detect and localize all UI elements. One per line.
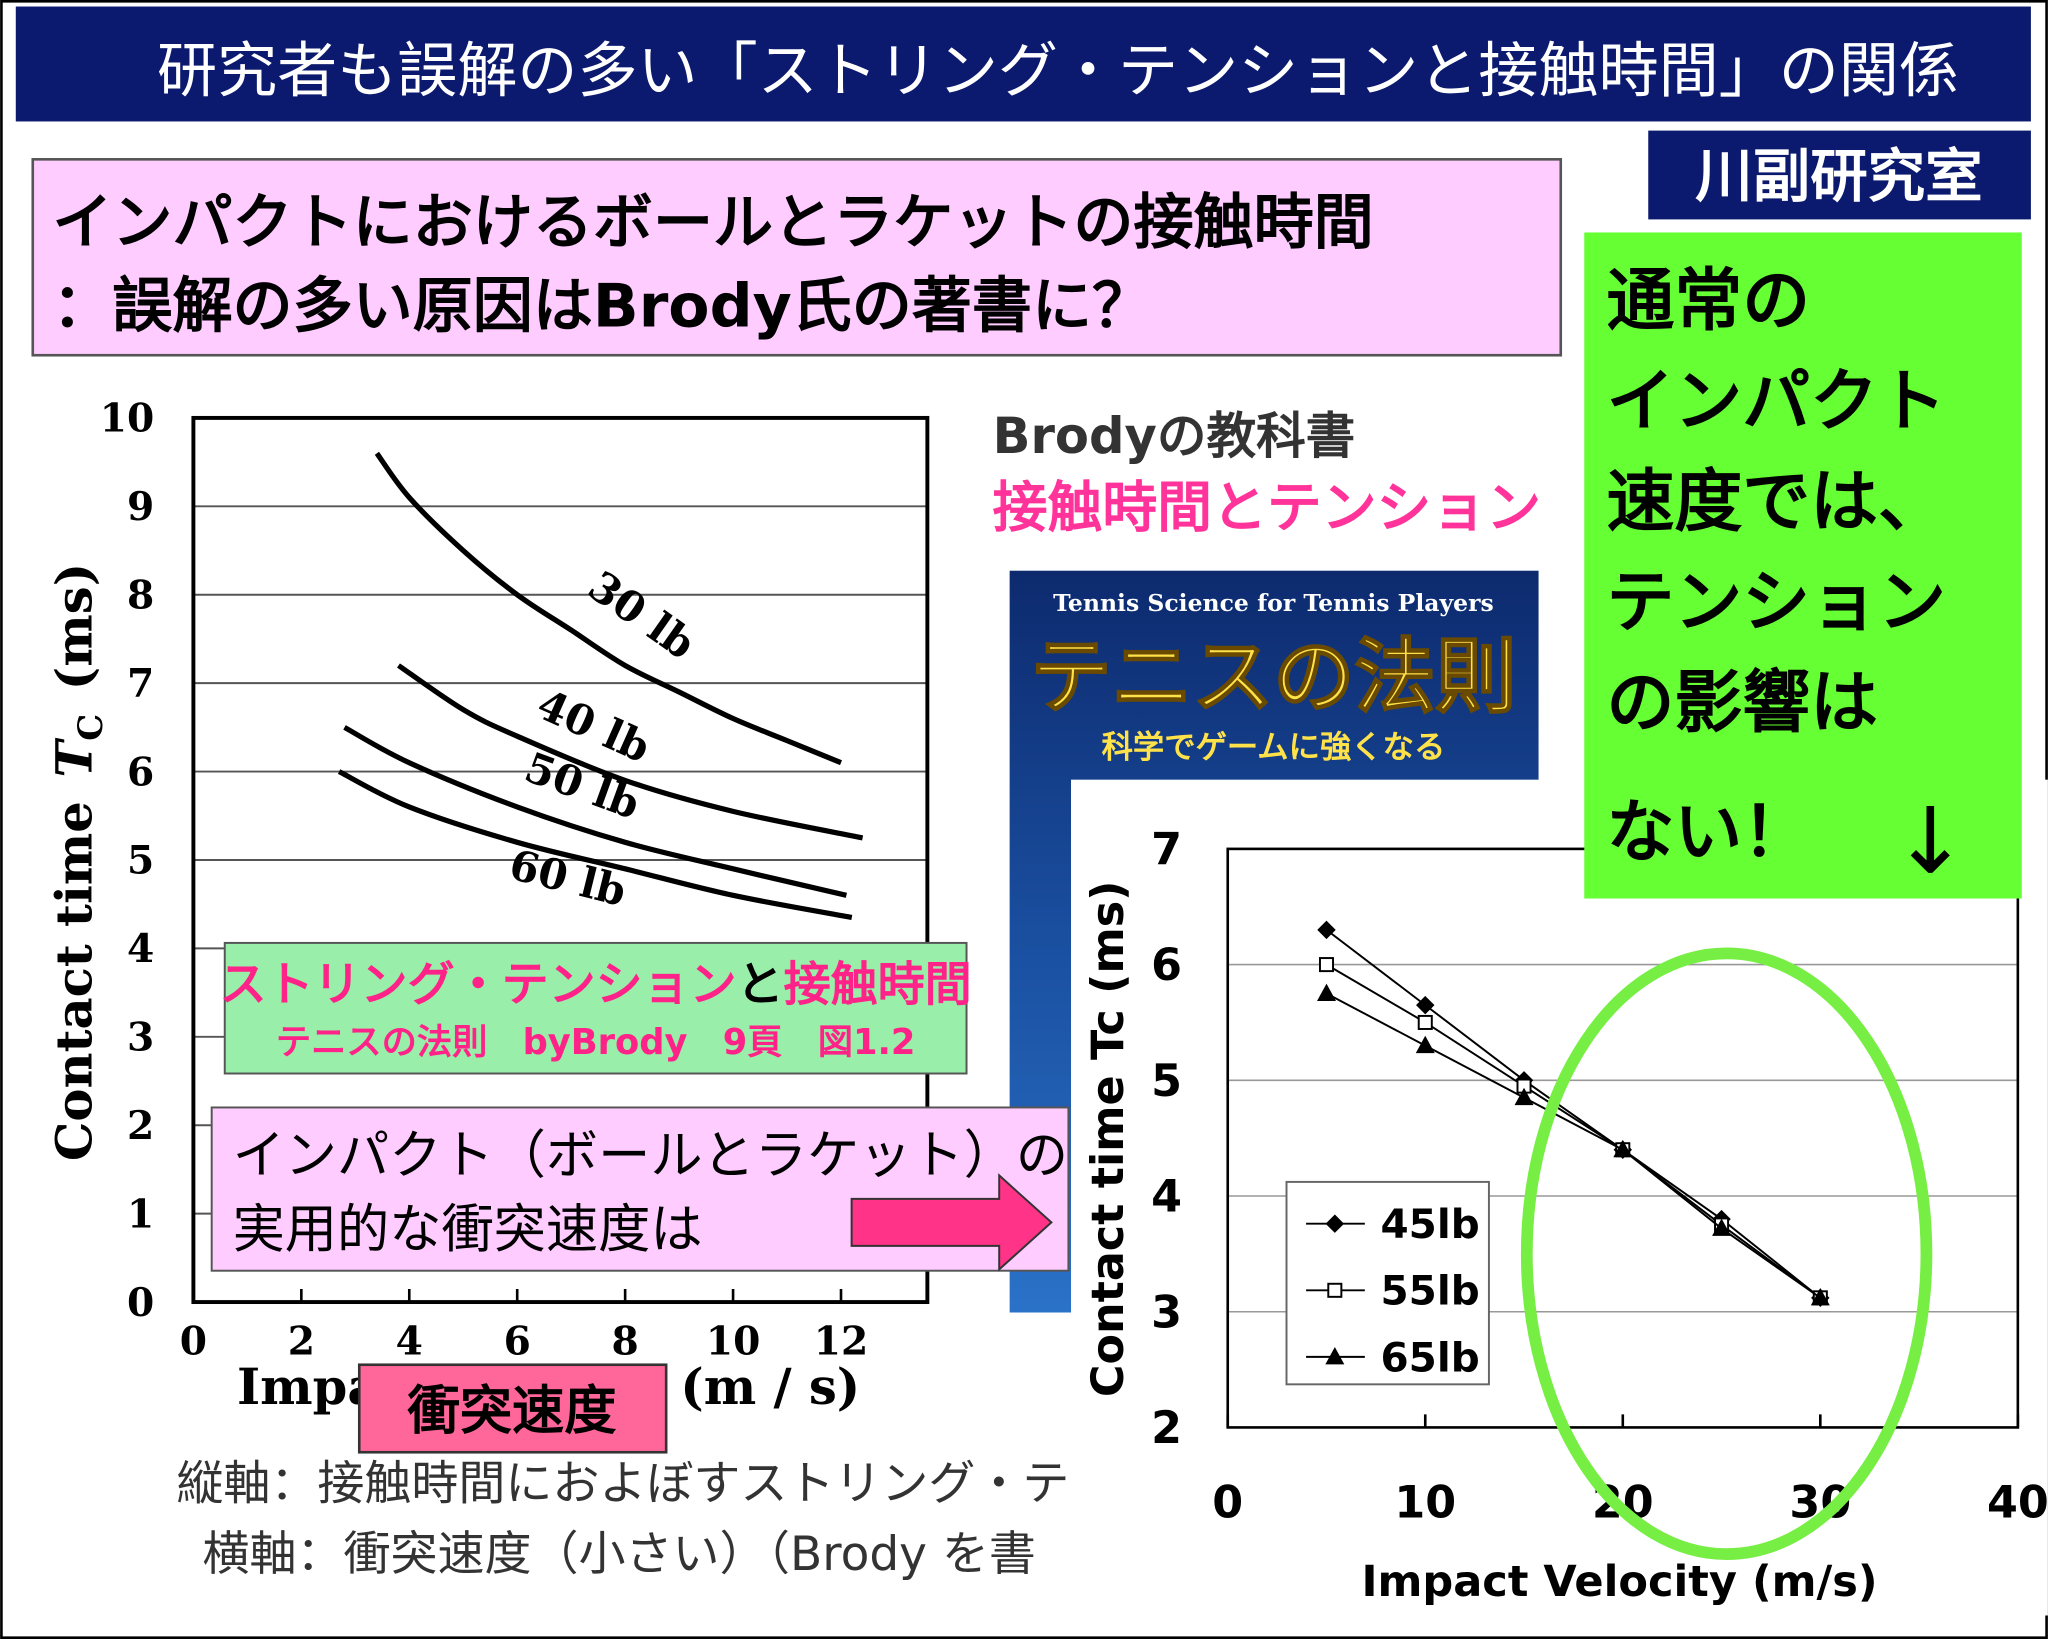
caption-title: ストリング・テンションと接触時間	[220, 957, 972, 1012]
marker	[1325, 1214, 1345, 1233]
y-tick-label: 10	[100, 396, 155, 442]
y-tick-label: 4	[1151, 1172, 1182, 1223]
y-axis-label-part: Contact time	[45, 801, 104, 1161]
x-tick-label: 8	[612, 1318, 639, 1364]
note-line: ない！	[1606, 793, 1810, 872]
y-tick-label: 2	[127, 1103, 154, 1149]
note-line: 速度では、	[1606, 463, 1946, 542]
headline-box	[31, 158, 1563, 357]
y-tick-label: 5	[127, 838, 154, 884]
marker	[1415, 1035, 1435, 1054]
marker	[1416, 995, 1435, 1015]
y-tick-label: 2	[1151, 1403, 1182, 1454]
x-tick-label: 0	[180, 1318, 207, 1364]
y-tick-label: 8	[127, 572, 154, 618]
x-tick-label: 2	[288, 1318, 315, 1364]
y-axis-label-part: T	[45, 738, 104, 778]
callout-text: 実用的な衝突速度は	[233, 1200, 703, 1260]
series-line	[337, 769, 853, 921]
y-tick-label: 1	[127, 1191, 154, 1237]
note-line: 通常の	[1606, 262, 1810, 341]
marker	[1712, 1218, 1732, 1236]
series-line	[1326, 963, 1821, 1299]
book-heading: Brodyの教科書	[993, 407, 1356, 465]
marker	[1810, 1287, 1830, 1306]
title: 研究者も誤解の多い「ストリング・テンションと接触時間」の関係	[157, 36, 1959, 106]
y-tick-label: 4	[127, 926, 154, 972]
legend-label: 45lb	[1381, 1200, 1480, 1248]
y-axis-label: Contact time Tc (ms)	[1083, 881, 1134, 1397]
x-tick-label: 6	[504, 1318, 531, 1364]
legend-box	[1285, 1180, 1490, 1386]
note-line: インパクト	[1606, 362, 1946, 441]
x-tick-label: 40	[1987, 1478, 2048, 1529]
axes-note: 縦軸：接触時間におよぼすストリング・テ	[176, 1456, 1069, 1511]
note-line: の影響は	[1606, 664, 1878, 743]
caption-source: テニスの法則 byBrody 9頁 図1.2	[276, 1022, 916, 1063]
headline: インパクトにおけるボールとラケットの接触時間	[52, 188, 1373, 258]
legend-label: 65lb	[1381, 1333, 1480, 1381]
y-tick-label: 6	[127, 749, 154, 795]
lab-name: 川副研究室	[1695, 143, 1982, 210]
marker	[1417, 1014, 1433, 1030]
axes-note: 横軸：衝突速度（小さい）（Brody を書	[203, 1527, 1036, 1582]
x-tick-label: 10	[1394, 1478, 1456, 1529]
marker	[1514, 1087, 1534, 1106]
caption-box	[223, 941, 968, 1075]
book-subheading: 接触時間とテンション	[993, 475, 1541, 539]
caption-part: 接触時間	[784, 957, 972, 1012]
series-line	[1326, 992, 1821, 1299]
y-axis-label-part: C	[71, 714, 111, 741]
y-tick-label: 6	[1151, 940, 1182, 991]
chart-panel	[1071, 779, 2048, 1616]
note-box	[1584, 232, 2022, 899]
legend-label: 55lb	[1381, 1267, 1480, 1315]
callout-text: インパクト（ボールとラケット）の	[233, 1126, 1069, 1186]
highlight-ellipse	[1520, 947, 1933, 1560]
headline: ：誤解の多い原因はBrody氏の著書に？	[52, 271, 1152, 341]
series-line	[1325, 929, 1821, 1299]
caption-part: ストリング・テンション	[220, 957, 737, 1012]
y-axis-label: Contact time TC (ms)	[45, 563, 111, 1161]
y-tick-label: 7	[1151, 824, 1182, 875]
y-tick-label: 3	[1151, 1287, 1182, 1338]
y-tick-label: 5	[1151, 1056, 1182, 1107]
lab-box	[1648, 130, 2031, 220]
marker	[1318, 957, 1335, 973]
marker	[1325, 1347, 1345, 1365]
x-tick-label: 10	[706, 1318, 761, 1364]
marker	[1327, 1282, 1343, 1298]
x-tick-label: 12	[814, 1318, 869, 1364]
callout-arrow	[850, 1173, 1053, 1272]
series-line	[343, 725, 848, 898]
y-tick-label: 9	[127, 484, 154, 530]
x-tick-label: 4	[396, 1318, 423, 1364]
plot-frame	[191, 415, 930, 1305]
x-axis-label: Impact Velocity (m/s)	[1361, 1557, 1877, 1607]
marker	[1317, 983, 1336, 1002]
series-line	[397, 663, 864, 841]
marker	[1317, 920, 1336, 940]
note-arrow: ↓	[1892, 787, 1969, 894]
y-axis-label-part: (ms)	[45, 563, 104, 690]
caption-part: と	[737, 957, 784, 1012]
x-highlight: 衝突速度	[407, 1382, 617, 1442]
y-tick-label: 7	[127, 661, 154, 707]
cover-tagline: 科学でゲームに強くなる	[1102, 728, 1446, 765]
y-tick-label: 3	[127, 1015, 154, 1061]
cover-subtitle: Tennis Science for Tennis Players	[1053, 589, 1494, 617]
x-highlight-box	[357, 1363, 668, 1454]
cover-title: テニスの法則	[1031, 631, 1517, 725]
series-line	[374, 451, 842, 766]
marker	[1613, 1139, 1633, 1158]
x-tick-label: 0	[1212, 1478, 1243, 1529]
title-bar	[15, 6, 2031, 122]
y-tick-label: 0	[127, 1280, 154, 1326]
note-line: テンション	[1606, 564, 1946, 643]
